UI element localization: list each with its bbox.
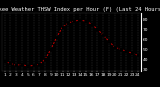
Title: Milwaukee Weather THSW Index per Hour (F) (Last 24 Hours): Milwaukee Weather THSW Index per Hour (F… <box>0 7 160 12</box>
